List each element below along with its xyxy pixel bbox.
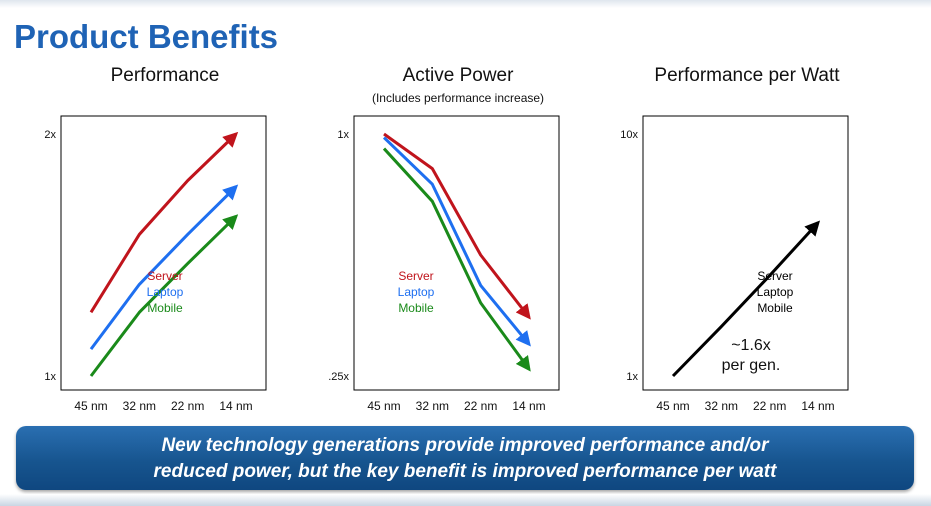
summary-banner-line-2: reduced power, but the key benefit is im…	[153, 461, 777, 482]
performance-legend-entry-laptop: Laptop	[147, 285, 184, 299]
top-gradient-strip	[0, 0, 931, 8]
performance-plot-frame	[60, 115, 267, 391]
active-power-chart-plot: 1x .25x 45 nm 32 nm 22 nm 14 nm Server Laptop Mo…	[328, 115, 560, 413]
active-power-ytick-label-25x: .25x	[328, 371, 349, 383]
performance-per-watt-legend-entry-laptop: Laptop	[757, 285, 794, 299]
performance-per-watt-plot-frame	[642, 115, 849, 391]
active-power-legend-entry-server: Server	[398, 269, 433, 283]
active-power-chart-title: Active Power	[402, 65, 514, 86]
performance-per-watt-xtick-label-45-nm: 45 nm	[656, 399, 689, 413]
performance-per-watt-chart-title: Performance per Watt	[654, 65, 840, 86]
active-power-series-line-mobile	[382, 147, 531, 372]
active-power-xtick-label-32-nm: 32 nm	[416, 399, 449, 413]
performance-series-line-server	[89, 131, 239, 314]
performance-per-watt-annotation-line-1: ~1.6x	[731, 337, 771, 354]
active-power-series-line-server	[383, 132, 531, 320]
performance-per-watt-xtick-label-14-nm: 14 nm	[801, 399, 834, 413]
performance-per-watt-chart-plot: 1x 10x 45 nm 32 nm 22 nm 14 nm Server Laptop Mob…	[620, 115, 849, 413]
performance-per-watt-xtick-label-32-nm: 32 nm	[705, 399, 738, 413]
performance-per-watt-annotation-line-2: per gen.	[722, 357, 781, 374]
active-power-legend-entry-laptop: Laptop	[398, 285, 435, 299]
summary-banner-line-1: New technology generations provide impro…	[161, 435, 769, 456]
performance-legend-entry-mobile: Mobile	[147, 301, 183, 315]
slide-title: Product Benefits	[14, 18, 279, 55]
active-power-chart: Active Power (Includes performance incre…	[308, 60, 608, 425]
performance-xtick-label-14-nm: 14 nm	[219, 399, 252, 413]
summary-banner: New technology generations provide impro…	[16, 426, 914, 490]
performance-series-line-mobile	[89, 214, 239, 377]
performance-chart-title: Performance	[110, 65, 220, 86]
performance-per-watt-series-line-server-laptop-mobile	[671, 220, 821, 378]
performance-ytick-label-1x: 1x	[44, 371, 56, 383]
performance-chart-plot: 1x 2x 45 nm 32 nm 22 nm 14 nm Server Laptop Mobi…	[44, 115, 267, 413]
active-power-chart-subtitle: (Includes performance increase)	[371, 91, 545, 105]
performance-legend-entry-server: Server	[147, 269, 182, 283]
performance-series-line-laptop	[89, 184, 239, 351]
active-power-xtick-label-14-nm: 14 nm	[512, 399, 545, 413]
performance-chart: Performance 1x 2x 45 nm 32 nm 22 nm 14 nm Serv…	[15, 60, 315, 425]
performance-per-watt-ytick-label-1x: 1x	[626, 371, 638, 383]
performance-per-watt-xtick-label-22-nm: 22 nm	[753, 399, 786, 413]
active-power-xtick-label-45-nm: 45 nm	[367, 399, 400, 413]
active-power-legend-entry-mobile: Mobile	[398, 301, 434, 315]
performance-xtick-label-32-nm: 32 nm	[123, 399, 156, 413]
performance-xtick-label-22-nm: 22 nm	[171, 399, 204, 413]
performance-ytick-label-2x: 2x	[44, 129, 56, 141]
performance-per-watt-ytick-label-10x: 10x	[620, 129, 638, 141]
performance-per-watt-chart: Performance per Watt 1x 10x 45 nm 32 nm 22 n…	[597, 60, 897, 425]
performance-per-watt-legend-entry-mobile: Mobile	[757, 301, 793, 315]
performance-xtick-label-45-nm: 45 nm	[74, 399, 107, 413]
active-power-ytick-label-1x: 1x	[337, 129, 349, 141]
bottom-gradient-strip	[0, 494, 931, 506]
active-power-xtick-label-22-nm: 22 nm	[464, 399, 497, 413]
performance-per-watt-legend-entry-server: Server	[757, 269, 792, 283]
active-power-plot-frame	[353, 115, 560, 391]
active-power-series-line-laptop	[382, 136, 531, 347]
